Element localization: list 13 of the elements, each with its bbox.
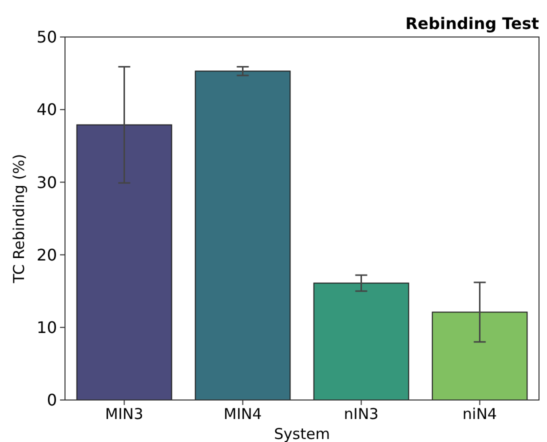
x-axis-title: System <box>274 425 330 442</box>
y-tick-label: 10 <box>36 318 57 337</box>
x-tick-label: MIN3 <box>105 405 144 423</box>
x-tick-label: niN4 <box>462 405 497 423</box>
y-tick-label: 20 <box>36 245 57 264</box>
y-axis-title: TC Rebinding (%) <box>10 154 28 284</box>
x-tick-label: MIN4 <box>224 405 262 423</box>
chart-title: Rebinding Test <box>405 14 540 33</box>
y-tick-label: 50 <box>36 28 57 47</box>
y-tick-label: 0 <box>46 390 57 410</box>
y-tick-label: 30 <box>36 172 57 192</box>
x-tick-label: nIN3 <box>344 405 379 423</box>
y-tick-label: 40 <box>36 100 57 120</box>
